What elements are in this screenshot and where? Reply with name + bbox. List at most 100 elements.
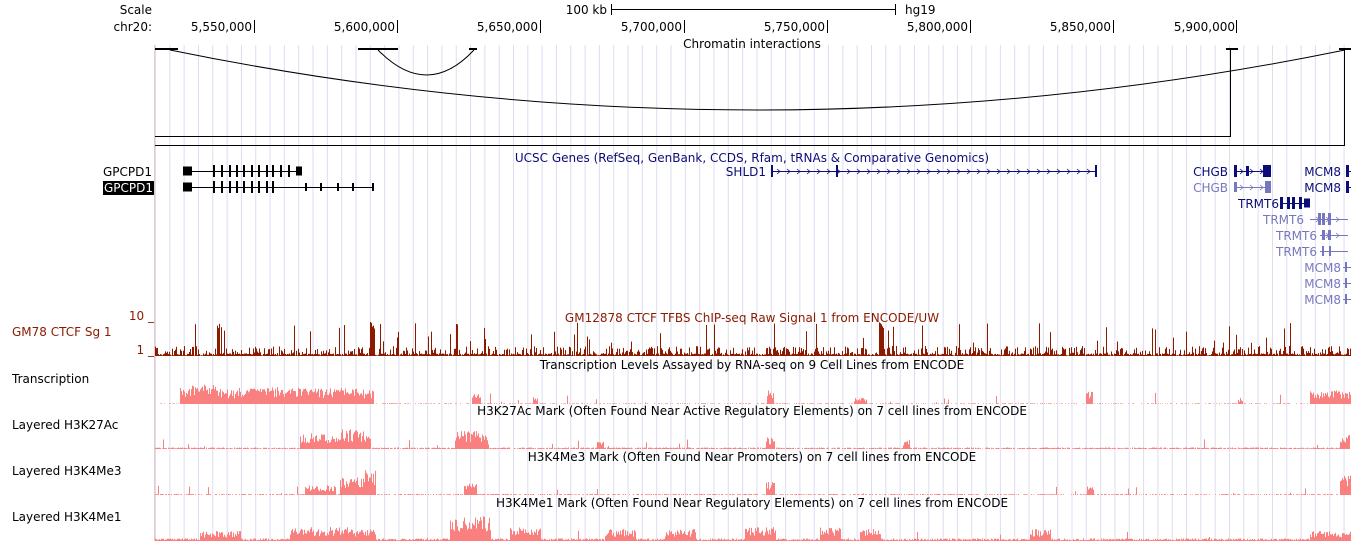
ctcf-bar — [1054, 351, 1055, 356]
ctcf-bar — [302, 351, 303, 356]
h3k27ac-bar — [827, 447, 828, 449]
h3k4me1-bar — [672, 534, 673, 541]
ctcf-bar — [443, 353, 444, 356]
transcription-bar — [647, 403, 648, 404]
h3k4me1-bar — [277, 539, 278, 541]
ctcf-bar — [743, 354, 744, 356]
transcription-bar — [499, 403, 500, 404]
h3k4me1-bar — [463, 521, 464, 541]
h3k4me3-bar — [571, 494, 572, 495]
ctcf-bar — [332, 354, 333, 356]
ucsc-genes-track[interactable] — [183, 165, 1351, 304]
h3k27ac-bar — [1307, 447, 1308, 449]
shld1-strand-arrow — [1026, 168, 1031, 175]
transcription-bar — [299, 388, 300, 404]
h3k27ac-bar — [1060, 447, 1061, 449]
h3k4me1-bar — [747, 532, 748, 541]
transcription-bar — [160, 403, 161, 404]
h3k27ac-bar — [1034, 448, 1035, 449]
h3k4me3-bar — [870, 494, 871, 495]
transcription-bar — [863, 398, 864, 404]
h3k4me1-bar — [288, 539, 289, 541]
h3k4me1-bar — [794, 539, 795, 541]
h3k27ac-bar — [654, 448, 655, 449]
h3k27ac-bar — [916, 447, 917, 449]
ctcf-bar — [568, 354, 569, 356]
h3k4me1-bar — [1025, 539, 1026, 541]
h3k27ac-bar — [1123, 448, 1124, 449]
h3k4me1-bar — [573, 538, 574, 541]
base-position-ruler[interactable] — [254, 4, 1237, 33]
h3k27ac-bar — [973, 447, 974, 449]
transcription-bar — [553, 403, 554, 404]
transcription-bar — [487, 403, 488, 404]
h3k4me1-bar — [793, 539, 794, 541]
ctcf-bar — [773, 348, 774, 356]
h3k4me3-bar — [830, 494, 831, 495]
h3k27ac-track[interactable] — [155, 429, 1350, 449]
h3k4me3-bar — [351, 479, 352, 495]
h3k27ac-bar — [1021, 448, 1022, 449]
ctcf-bar — [495, 346, 496, 356]
h3k27ac-bar — [913, 448, 914, 449]
h3k4me1-bar — [676, 535, 677, 541]
transcription-bar — [680, 403, 681, 404]
h3k4me1-bar — [479, 521, 480, 541]
transcription-track[interactable] — [160, 384, 1351, 404]
h3k4me1-bar — [578, 530, 579, 541]
ctcf-bar — [1080, 350, 1081, 356]
h3k4me3-bar — [650, 494, 651, 495]
h3k4me3-bar — [700, 494, 701, 495]
h3k4me3-bar — [1023, 494, 1024, 495]
ctcf-bar — [1128, 353, 1129, 356]
h3k4me1-bar — [1043, 533, 1044, 541]
chromatin-interaction-track[interactable] — [155, 48, 1351, 146]
h3k4me3-track[interactable] — [155, 470, 1351, 495]
h3k4me3-bar — [541, 494, 542, 495]
h3k27ac-bar — [523, 447, 524, 449]
h3k27ac-bar — [640, 447, 641, 449]
ctcf-signal-track[interactable] — [155, 322, 1351, 356]
shld1-strand-arrow — [986, 168, 991, 175]
transcription-bar — [574, 403, 575, 404]
h3k27ac-bar — [1303, 447, 1304, 449]
chgb-exon — [1234, 165, 1237, 177]
h3k27ac-bar — [331, 439, 332, 449]
h3k4me1-bar — [566, 539, 567, 541]
h3k4me3-bar — [206, 494, 207, 495]
h3k4me1-bar — [789, 539, 790, 541]
transcription-bar — [1120, 403, 1121, 404]
ctcf-bar — [635, 354, 636, 356]
transcription-bar — [339, 391, 340, 404]
h3k27ac-bar — [164, 448, 165, 449]
h3k4me3-bar — [1001, 494, 1002, 495]
transcription-bar — [748, 403, 749, 404]
h3k27ac-bar — [1164, 447, 1165, 449]
h3k27ac-bar — [1155, 447, 1156, 449]
transcription-bar — [1318, 395, 1319, 404]
h3k4me1-bar — [759, 532, 760, 541]
h3k27ac-bar — [220, 448, 221, 449]
ctcf-bar — [971, 354, 972, 356]
h3k4me3-bar — [1115, 494, 1116, 495]
h3k4me3-bar — [909, 494, 910, 495]
h3k4me1-bar — [858, 539, 859, 541]
ctcf-bar — [1111, 351, 1112, 356]
h3k4me3-bar — [1061, 494, 1062, 495]
h3k4me1-track[interactable] — [155, 516, 1351, 541]
transcription-bar — [371, 398, 372, 404]
h3k4me1-bar — [668, 535, 669, 541]
h3k27ac-bar — [1251, 447, 1252, 449]
ctcf-bar — [960, 349, 961, 356]
ctcf-bar — [930, 353, 931, 356]
transcription-bar — [613, 403, 614, 404]
h3k4me3-bar — [169, 494, 170, 495]
h3k27ac-bar — [404, 448, 405, 449]
h3k4me1-bar — [420, 538, 421, 541]
h3k27ac-bar — [858, 447, 859, 449]
h3k4me3-bar — [1227, 494, 1228, 495]
h3k27ac-bar — [889, 447, 890, 449]
h3k27ac-bar — [539, 448, 540, 449]
